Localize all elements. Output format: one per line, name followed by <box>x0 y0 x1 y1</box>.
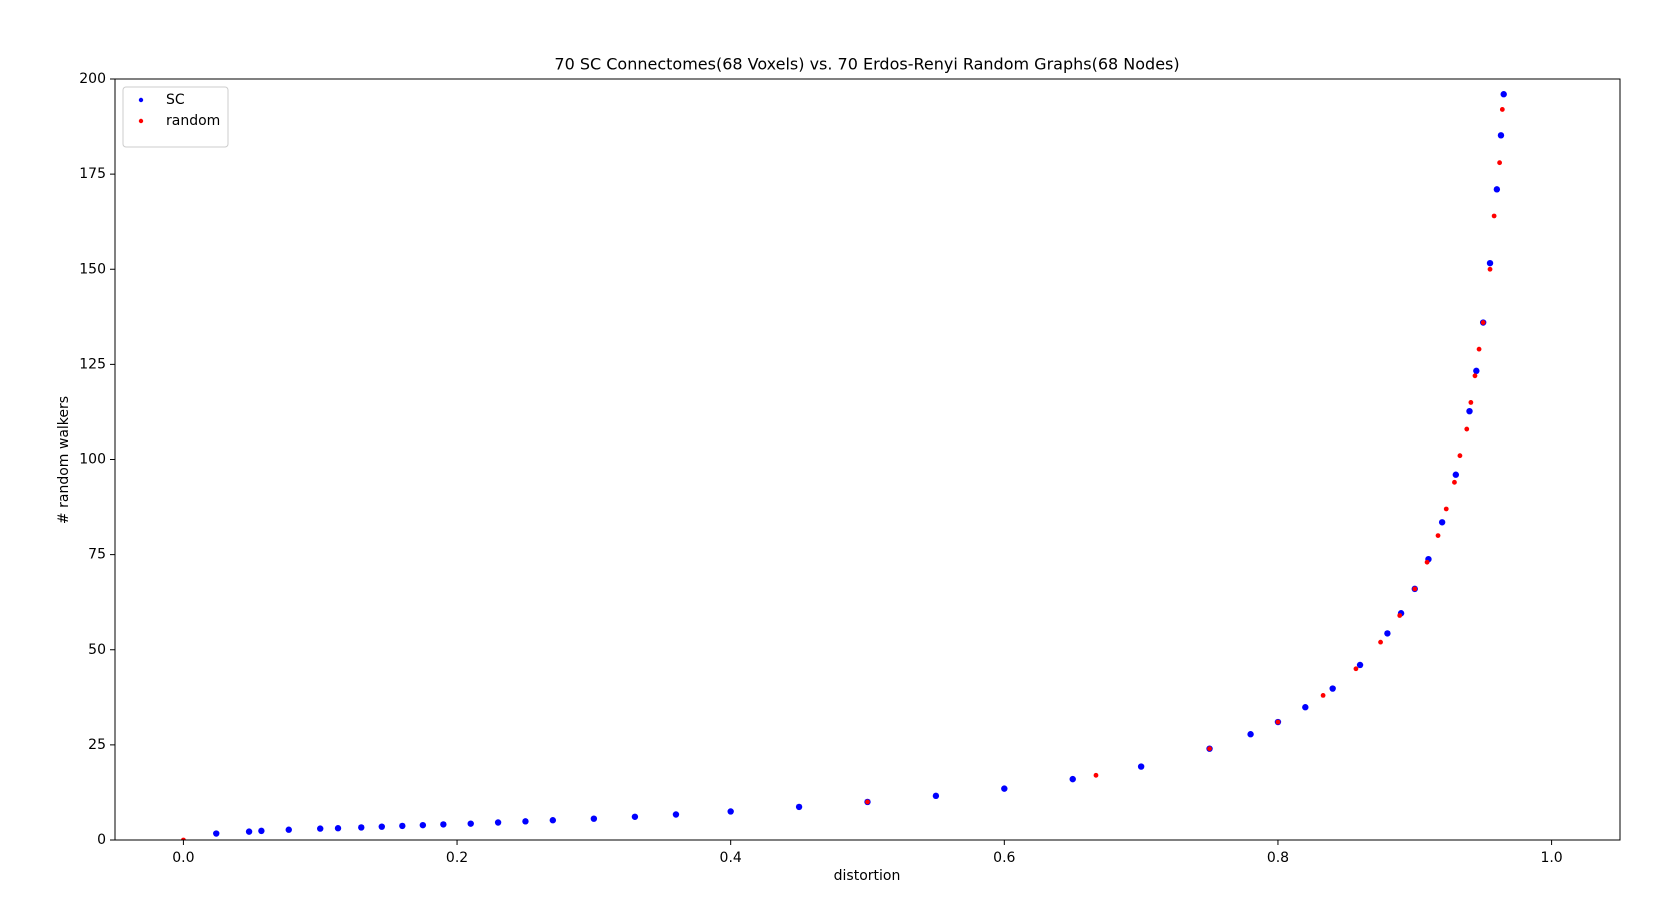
legend-marker <box>138 97 144 103</box>
data-point <box>334 825 342 832</box>
data-point <box>1378 639 1383 645</box>
data-point <box>1207 746 1212 752</box>
data-point <box>795 803 803 811</box>
data-point <box>1500 91 1507 98</box>
data-point <box>1452 471 1460 478</box>
legend-box <box>122 86 229 148</box>
data-point <box>1464 426 1470 432</box>
data-point <box>1473 367 1480 375</box>
data-point <box>378 823 385 830</box>
data-point <box>1480 320 1486 325</box>
data-point <box>1476 346 1482 352</box>
data-point <box>1412 586 1418 592</box>
y-tick-label: 200 <box>79 71 106 87</box>
x-tick-label: 0.0 <box>172 850 194 866</box>
data-point <box>1093 772 1099 778</box>
x-tick-label: 1.0 <box>1540 850 1562 866</box>
data-point <box>440 821 447 828</box>
data-point <box>1493 186 1501 193</box>
data-point <box>245 828 253 835</box>
data-point <box>522 818 529 825</box>
data-point <box>358 824 365 831</box>
data-point <box>1001 785 1008 792</box>
y-axis-label: # random walkers <box>56 396 72 524</box>
data-point <box>1275 719 1281 725</box>
data-point <box>1356 661 1364 669</box>
data-point <box>1466 407 1473 415</box>
y-tick-label: 150 <box>79 261 106 277</box>
data-point <box>1069 775 1076 783</box>
data-point <box>181 837 186 840</box>
data-point <box>1353 666 1359 672</box>
legend-label: SC <box>166 92 185 108</box>
data-point <box>1438 519 1446 526</box>
data-point <box>865 799 870 805</box>
y-tick-label: 25 <box>88 737 106 753</box>
data-point <box>1397 613 1403 618</box>
data-point <box>1435 533 1441 538</box>
data-point <box>1443 506 1449 512</box>
data-point <box>399 822 406 830</box>
data-point <box>672 811 680 818</box>
data-point <box>1137 763 1145 770</box>
x-tick-label: 0.4 <box>720 850 742 866</box>
data-point <box>932 792 940 800</box>
data-point <box>1329 685 1336 692</box>
x-tick-label: 0.6 <box>993 850 1015 866</box>
data-point <box>1497 132 1505 139</box>
y-tick-label: 0 <box>97 832 106 848</box>
data-point <box>213 830 220 837</box>
chart-title: 70 SC Connectomes(68 Voxels) vs. 70 Erdo… <box>554 55 1179 74</box>
y-tick-label: 175 <box>79 166 106 182</box>
data-point <box>1497 160 1502 166</box>
y-tick-label: 75 <box>88 547 106 563</box>
data-point <box>631 813 639 820</box>
data-point <box>727 808 734 815</box>
data-point <box>419 821 427 829</box>
data-point <box>1384 630 1391 637</box>
data-point <box>1302 704 1309 711</box>
data-point <box>467 820 474 827</box>
data-point <box>1499 107 1505 112</box>
legend-marker <box>138 118 144 124</box>
data-point <box>1472 373 1478 379</box>
y-tick-label: 125 <box>79 356 106 372</box>
x-axis-label: distortion <box>834 868 901 884</box>
data-point <box>285 826 292 833</box>
data-point <box>494 819 502 826</box>
data-point <box>258 827 265 835</box>
data-point <box>1457 453 1463 459</box>
y-tick-label: 100 <box>79 452 106 468</box>
x-tick-label: 0.2 <box>446 850 468 866</box>
y-tick-label: 50 <box>88 642 106 658</box>
data-point <box>1247 731 1254 738</box>
data-point <box>1424 559 1430 565</box>
plot-area <box>181 91 1507 840</box>
data-point <box>1491 213 1497 219</box>
legend-label: random <box>166 113 220 129</box>
data-point <box>590 815 598 822</box>
x-tick-label: 0.8 <box>1267 850 1289 866</box>
data-point <box>1468 400 1474 405</box>
data-point <box>1452 479 1457 485</box>
data-point <box>317 825 324 832</box>
data-point <box>549 817 557 824</box>
data-point <box>1486 259 1494 267</box>
axes-frame <box>114 78 1621 841</box>
data-point <box>1487 266 1493 272</box>
data-point <box>1320 693 1326 698</box>
